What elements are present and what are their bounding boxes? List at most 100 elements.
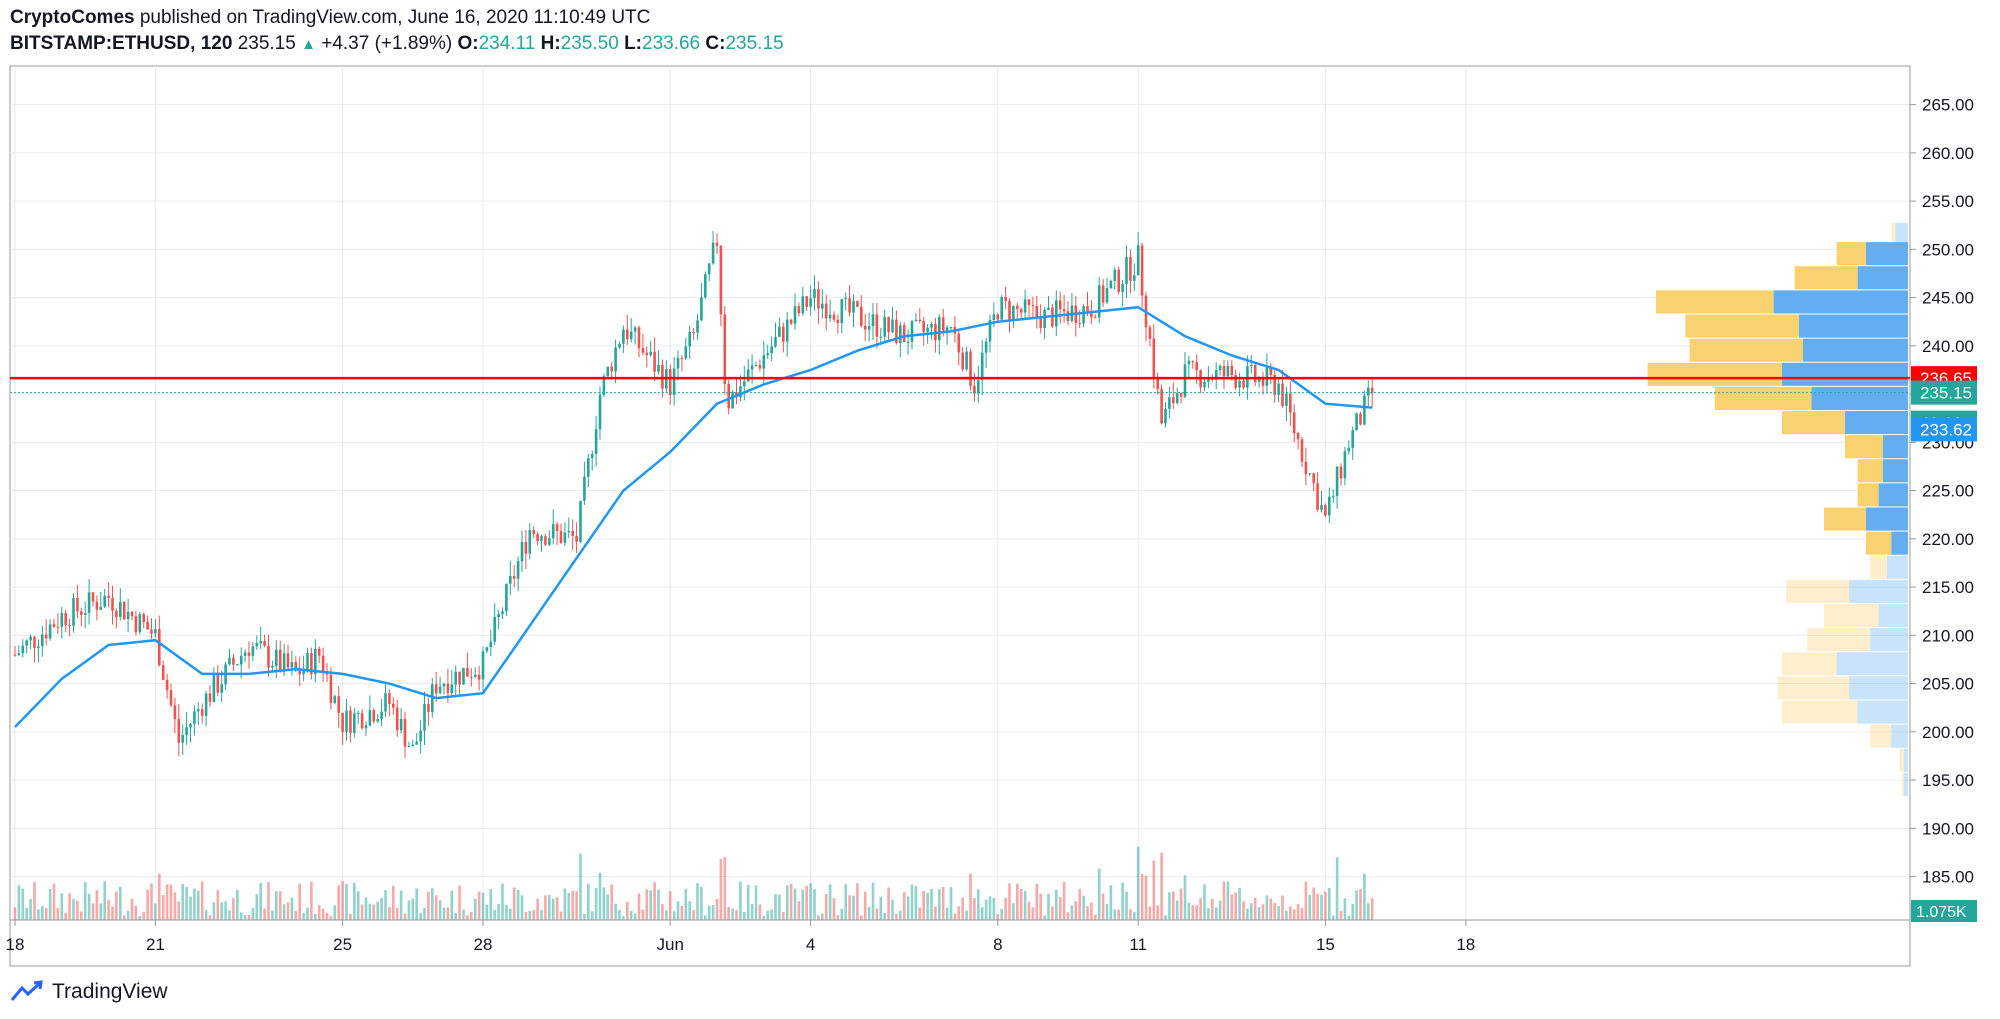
candle-body[interactable] [294,662,298,671]
candle-body[interactable] [380,711,383,719]
candle-body[interactable] [680,358,684,360]
candle-body[interactable] [902,325,906,343]
candle-body[interactable] [1101,285,1105,303]
candle-body[interactable] [64,613,67,625]
candle-body[interactable] [696,320,699,333]
candle-body[interactable] [60,613,64,627]
candle-body[interactable] [1230,365,1234,376]
candle-body[interactable] [805,296,808,307]
candle-body[interactable] [68,624,71,626]
candle-body[interactable] [1331,496,1335,498]
candle-body[interactable] [618,343,621,348]
candle-body[interactable] [973,385,976,394]
candle-body[interactable] [891,319,894,333]
candle-body[interactable] [1218,365,1222,371]
candle-body[interactable] [824,303,828,319]
candle-body[interactable] [992,314,996,320]
candle-body[interactable] [434,684,438,694]
candle-body[interactable] [489,641,493,648]
candle-body[interactable] [1152,338,1156,378]
candle-body[interactable] [988,319,992,342]
candle-body[interactable] [208,693,212,702]
candle-body[interactable] [828,314,832,319]
candle-body[interactable] [1296,433,1300,440]
candle-body[interactable] [290,662,294,668]
candle-body[interactable] [158,629,161,666]
candle-body[interactable] [1140,245,1144,296]
candle-body[interactable] [532,530,535,535]
candle-body[interactable] [1320,505,1323,510]
candle-body[interactable] [1308,473,1312,475]
candle-body[interactable] [949,327,953,329]
candle-body[interactable] [126,611,130,620]
candle-body[interactable] [785,319,789,342]
candle-body[interactable] [797,306,801,314]
candle-body[interactable] [251,646,255,656]
candle-body[interactable] [1195,362,1198,371]
candle-body[interactable] [138,614,142,632]
candle-body[interactable] [1234,375,1237,388]
candle-body[interactable] [286,653,290,668]
candle-body[interactable] [232,657,235,665]
candle-body[interactable] [298,670,301,675]
candle-body[interactable] [633,327,637,332]
candle-body[interactable] [25,640,28,646]
candle-body[interactable] [1125,256,1128,285]
candle-body[interactable] [821,303,824,309]
candle-body[interactable] [282,653,286,671]
candle-body[interactable] [271,665,274,668]
candle-body[interactable] [961,352,964,370]
candle-body[interactable] [1242,380,1245,388]
candle-body[interactable] [832,314,836,320]
candle-body[interactable] [684,346,688,359]
candle-body[interactable] [707,263,711,275]
candle-body[interactable] [427,703,430,712]
candle-body[interactable] [146,622,149,630]
candle-body[interactable] [715,242,719,246]
candle-body[interactable] [1277,383,1280,395]
candle-body[interactable] [376,718,379,722]
candle-body[interactable] [551,524,555,539]
candle-body[interactable] [1292,412,1296,434]
candle-body[interactable] [438,686,442,694]
candle-body[interactable] [111,598,114,611]
candle-body[interactable] [130,611,134,617]
time-axis[interactable]: 18 21 25 28 Jun 4 8 11 15 18 [6,919,1910,954]
candle-body[interactable] [407,746,411,748]
candle-body[interactable] [263,641,266,646]
candle-body[interactable] [446,683,450,694]
candle-body[interactable] [1363,395,1366,425]
candle-body[interactable] [563,532,567,543]
candle-body[interactable] [37,646,40,648]
candle-body[interactable] [704,274,707,298]
candle-body[interactable] [996,314,1000,320]
candle-body[interactable] [1168,397,1171,409]
candle-body[interactable] [419,730,422,742]
candle-body[interactable] [193,711,196,724]
candle-body[interactable] [1090,313,1093,318]
candle-body[interactable] [161,665,165,680]
candle-body[interactable] [485,647,489,652]
candle-body[interactable] [349,710,352,733]
candle-body[interactable] [1055,300,1058,327]
candle-body[interactable] [216,675,220,693]
candle-body[interactable] [1238,380,1241,388]
candle-body[interactable] [337,696,340,713]
candle-body[interactable] [1136,245,1140,276]
candle-body[interactable] [1062,309,1066,312]
candle-body[interactable] [321,655,325,674]
candle-body[interactable] [583,476,586,501]
candle-body[interactable] [1183,364,1187,397]
candle-body[interactable] [774,336,777,347]
candle-body[interactable] [314,648,317,675]
candle-body[interactable] [672,368,676,395]
candle-body[interactable] [743,381,746,387]
candle-body[interactable] [44,634,48,639]
candle-body[interactable] [259,641,262,644]
candle-body[interactable] [711,242,715,264]
candle-body[interactable] [914,319,918,322]
candle-body[interactable] [637,327,641,349]
candle-body[interactable] [778,326,781,337]
candle-body[interactable] [766,353,769,356]
candle-body[interactable] [910,321,914,342]
